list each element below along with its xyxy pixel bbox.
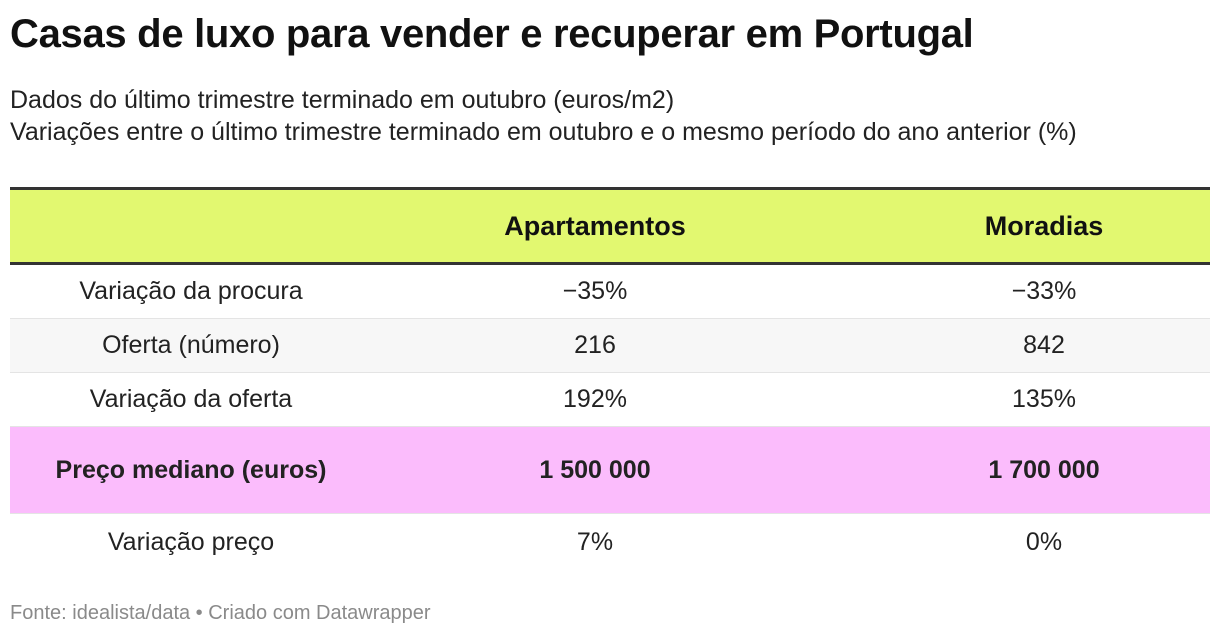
source-footer: Fonte: idealista/data • Criado com Dataw… bbox=[10, 602, 431, 624]
row-label: Variação da procura bbox=[10, 263, 372, 319]
header-empty bbox=[10, 187, 372, 265]
data-table: Apartamentos Moradias Variação da procur… bbox=[10, 187, 1210, 570]
cell-apartamentos: 1 500 000 bbox=[372, 426, 818, 514]
row-label: Oferta (número) bbox=[10, 318, 372, 373]
cell-apartamentos: −35% bbox=[372, 263, 818, 319]
cell-moradias: 0% bbox=[1025, 527, 1063, 556]
subtitle-line-2: Variações entre o último trimestre termi… bbox=[10, 118, 1077, 146]
table-row: Variação preço 7% 0% bbox=[10, 514, 1210, 571]
cell-apartamentos: 192% bbox=[372, 372, 818, 427]
subtitle-line-1: Dados do último trimestre terminado em o… bbox=[10, 86, 675, 114]
cell-moradias: −33% bbox=[818, 263, 1210, 319]
page-title: Casas de luxo para vender e recuperar em… bbox=[10, 12, 974, 56]
row-label: Variação da oferta bbox=[10, 372, 372, 427]
table-header-row: Apartamentos Moradias bbox=[10, 187, 1210, 265]
subtitle: Dados do último trimestre terminado em o… bbox=[10, 84, 1215, 148]
header-apartamentos: Apartamentos bbox=[372, 187, 818, 265]
cell-moradias: 842 bbox=[818, 318, 1210, 373]
table-row: Variação da oferta 192% 135% bbox=[10, 372, 1210, 427]
row-label: Preço mediano (euros) bbox=[10, 426, 372, 514]
cell-moradias: 1 700 000 bbox=[818, 426, 1210, 514]
table-row-highlight: Preço mediano (euros) 1 500 000 1 700 00… bbox=[10, 426, 1210, 514]
row-label: Variação preço bbox=[107, 527, 275, 556]
cell-moradias: 135% bbox=[818, 372, 1210, 427]
table-row: Oferta (número) 216 842 bbox=[10, 318, 1210, 373]
table-row: Variação da procura −35% −33% bbox=[10, 263, 1210, 319]
cell-apartamentos: 7% bbox=[576, 527, 614, 556]
header-moradias: Moradias bbox=[818, 187, 1210, 265]
cell-apartamentos: 216 bbox=[372, 318, 818, 373]
